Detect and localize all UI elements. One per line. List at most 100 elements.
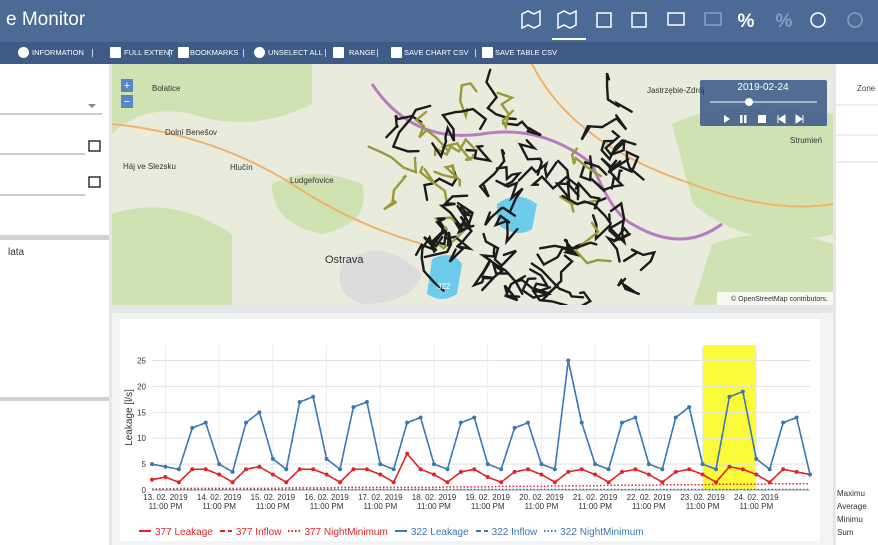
legend-symbol [543, 527, 557, 535]
separator [243, 49, 244, 57]
separator [92, 49, 93, 57]
right-panel: Zone MaximuAverageMinimuSum [836, 64, 878, 545]
y-tick-label: 20 [137, 382, 146, 391]
place-label: Strumień [790, 136, 822, 145]
tool-button[interactable]: SAVE TABLE CSV [495, 48, 557, 57]
clock-icon[interactable] [811, 13, 825, 27]
legend-symbol [475, 527, 489, 535]
tool-icon[interactable] [178, 47, 189, 58]
stat-label: Minimu [837, 513, 867, 526]
x-tick-label: 21. 02. 2019 11:00 PM [571, 493, 619, 511]
x-tick-label: 15. 02. 2019 11:00 PM [249, 493, 297, 511]
x-tick-label: 16. 02. 2019 11:00 PM [303, 493, 351, 511]
stats: MaximuAverageMinimuSum [837, 487, 867, 539]
page: e Monitor % % INFORMATION FULL EXTENT BOOK… [0, 0, 878, 545]
legend-swatch [543, 527, 557, 535]
slider-thumb[interactable] [745, 98, 753, 106]
calendar-icon[interactable] [597, 13, 611, 27]
screen-icon[interactable] [705, 13, 721, 25]
stat-label: Maximu [837, 487, 867, 500]
place-label: Jastrzębie-Zdrój [647, 86, 705, 95]
calendar-icon[interactable] [89, 177, 100, 187]
legend-symbol [138, 527, 152, 535]
attribution: © OpenStreetMap contributors. [731, 295, 828, 303]
place-label: Dolní Benešov [165, 128, 217, 137]
table-lines [836, 64, 878, 545]
legend-entry[interactable]: 377 NightMinimum [304, 527, 387, 538]
legend-swatch [138, 527, 152, 535]
place-label: 322 [437, 282, 451, 291]
percent-icon[interactable]: % [776, 11, 793, 32]
place-label: Ludgeřovice [290, 176, 334, 185]
legend-entry[interactable]: 322 Inflow [492, 527, 538, 538]
legend-entry[interactable]: 377 Leakage [155, 527, 213, 538]
legend-symbol [219, 527, 233, 535]
legend-entry[interactable]: 377 Inflow [236, 527, 282, 538]
y-tick-label: 15 [137, 408, 146, 417]
percent-icon[interactable]: % [738, 11, 755, 32]
screen-icon[interactable] [668, 13, 684, 25]
legend-entry[interactable]: 322 NightMinimum [560, 527, 643, 538]
stop-button[interactable] [758, 115, 766, 123]
zoom-label[interactable]: + [124, 80, 130, 92]
place-label: Ostrava [325, 254, 364, 266]
separator [169, 49, 170, 57]
x-tick-label: 13. 02. 2019 11:00 PM [141, 493, 189, 511]
x-tick-label: 20. 02. 2019 11:00 PM [517, 493, 565, 511]
tool-button[interactable]: BOOKMARKS [190, 48, 238, 57]
map-icon[interactable] [558, 11, 576, 28]
x-tick-label: 19. 02. 2019 11:00 PM [464, 493, 512, 511]
map-icon[interactable] [522, 11, 540, 28]
x-tick-label: 22. 02. 2019 11:00 PM [625, 493, 673, 511]
calendar-icon[interactable] [89, 141, 100, 151]
table-header: Zone [857, 84, 875, 93]
legend-entry[interactable]: 322 Leakage [411, 527, 469, 538]
separator [325, 49, 326, 57]
pause-button[interactable] [740, 115, 743, 123]
separator [377, 49, 378, 57]
pause-button[interactable] [744, 115, 747, 123]
tool-icon[interactable] [482, 47, 493, 58]
legend-swatch [287, 527, 301, 535]
splitter[interactable] [112, 305, 833, 313]
calendar-icon[interactable] [632, 13, 646, 27]
x-tick-label: 17. 02. 2019 11:00 PM [356, 493, 404, 511]
header-icons: % % [0, 0, 878, 42]
legend-symbol [394, 527, 408, 535]
tool-button[interactable]: INFORMATION [32, 48, 84, 57]
x-tick-label: 18. 02. 2019 11:00 PM [410, 493, 458, 511]
tool-button[interactable]: SAVE CHART CSV [404, 48, 469, 57]
legend-swatch [394, 527, 408, 535]
tool-icon[interactable] [391, 47, 402, 58]
zoom-label[interactable]: − [124, 96, 130, 108]
tool-button[interactable]: UNSELECT ALL [268, 48, 323, 57]
left-panel: lata [0, 64, 110, 545]
stat-label: Average [837, 500, 867, 513]
y-axis-label: Leakage [l/s] [124, 389, 135, 446]
x-tick-label: 23. 02. 2019 11:00 PM [679, 493, 727, 511]
dropdown-arrow[interactable] [88, 104, 96, 108]
tool-button[interactable]: RANGE [349, 48, 376, 57]
legend-swatch [475, 527, 489, 535]
slider-date: 2019-02-24 [737, 82, 789, 93]
stat-label: Sum [837, 526, 867, 539]
tool-icon[interactable] [110, 47, 121, 58]
tool-icon[interactable] [254, 47, 265, 58]
y-tick-label: 25 [137, 357, 146, 366]
tool-button[interactable]: FULL EXTENT [124, 48, 174, 57]
tool-icon[interactable] [18, 47, 29, 58]
x-tick-label: 14. 02. 2019 11:00 PM [195, 493, 243, 511]
divider [0, 235, 110, 240]
tool-icon[interactable] [333, 47, 344, 58]
header: e Monitor % % [0, 0, 878, 42]
divider [0, 397, 110, 401]
toolbar: INFORMATION FULL EXTENT BOOKMARKS UNSELECT … [0, 42, 878, 64]
clock-icon[interactable] [848, 13, 862, 27]
place-label: Bolatice [152, 84, 181, 93]
chart-panel: 0510152025Leakage [l/s] 377 Leakage377 I… [112, 313, 833, 545]
left-form [0, 64, 110, 545]
y-tick-label: 5 [142, 460, 147, 469]
y-tick-label: 10 [137, 434, 146, 443]
